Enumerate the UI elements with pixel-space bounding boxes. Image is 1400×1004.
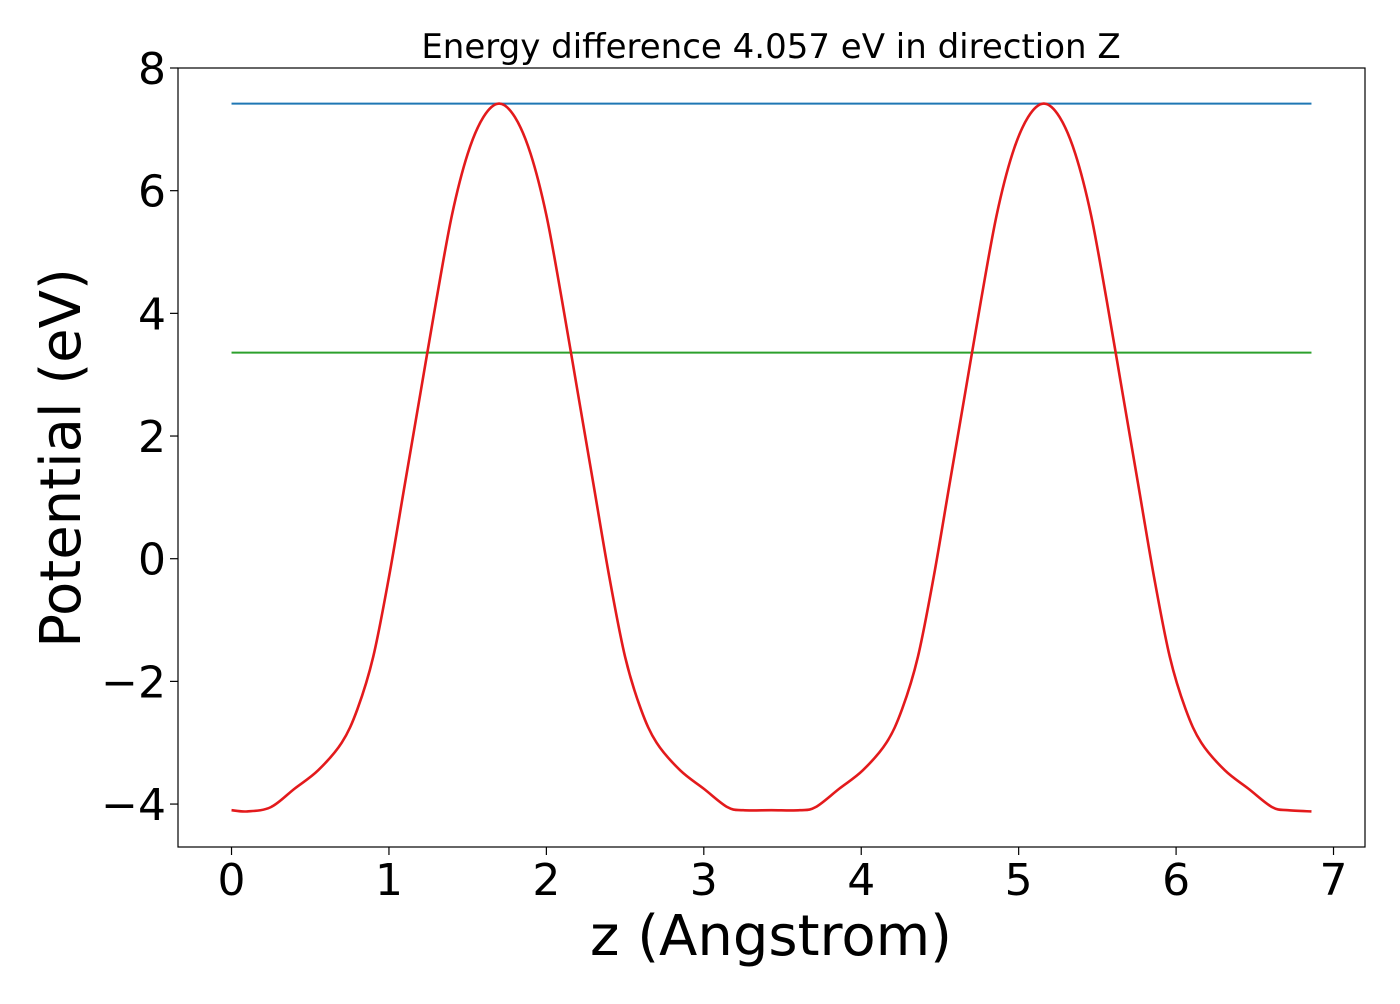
- x-tick-label: 2: [532, 855, 560, 906]
- y-tick-label: 8: [138, 44, 166, 95]
- plot-area-frame: [177, 67, 1366, 848]
- y-tick-label: 2: [138, 412, 166, 463]
- x-tick-label: 0: [218, 855, 246, 906]
- x-axis-ticks: 0 1 2 3 4 5 6 7: [218, 847, 1348, 906]
- x-axis-label: z (Angstrom): [590, 904, 952, 969]
- y-axis-label: Potential (eV): [29, 268, 94, 648]
- x-tick-label: 6: [1162, 855, 1190, 906]
- y-tick-label: −4: [101, 780, 166, 831]
- x-tick-label: 3: [690, 855, 718, 906]
- y-tick-label: −2: [101, 657, 166, 708]
- x-tick-label: 7: [1320, 855, 1348, 906]
- series-line-2: [231, 102, 1312, 813]
- y-tick-label: 0: [138, 535, 166, 586]
- y-tick-label: 6: [138, 167, 166, 218]
- x-tick-label: 5: [1005, 855, 1033, 906]
- x-tick-label: 4: [847, 855, 875, 906]
- chart-title: Energy difference 4.057 eV in direction …: [421, 27, 1120, 67]
- y-tick-label: 4: [138, 289, 166, 340]
- series-layer: [231, 102, 1312, 813]
- x-tick-label: 1: [375, 855, 403, 906]
- y-axis-ticks: −4 −2 0 2 4 6 8: [101, 44, 178, 831]
